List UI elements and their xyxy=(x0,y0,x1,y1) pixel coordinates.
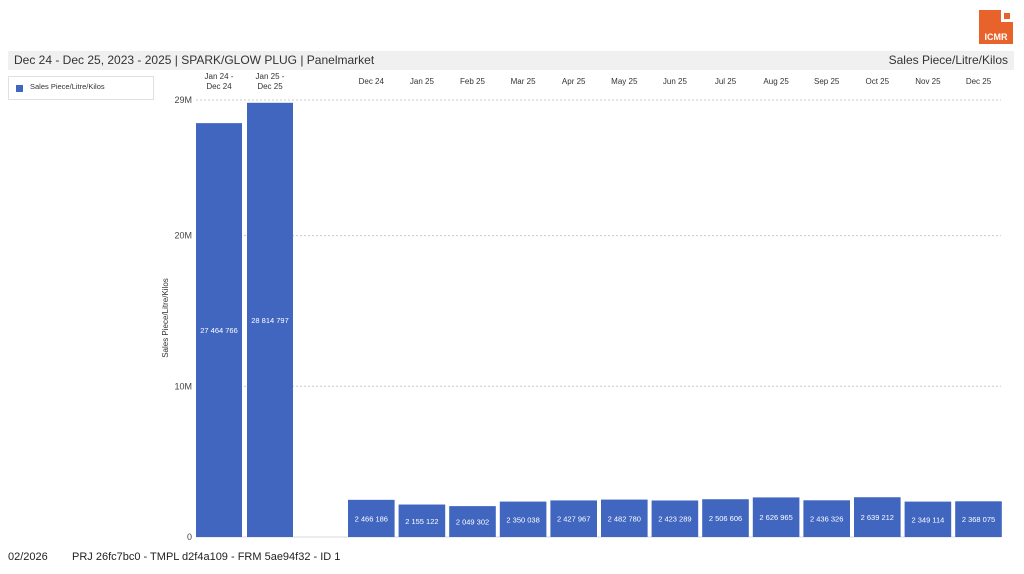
bar xyxy=(702,499,749,537)
logo-text: ICMR xyxy=(984,32,1008,42)
x-tick-label: Jan 24 -Dec 24 xyxy=(205,72,234,91)
bar-value-label: 2 639 212 xyxy=(861,513,894,522)
x-tick-label: Nov 25 xyxy=(915,77,941,86)
legend-swatch xyxy=(16,85,23,92)
bar-value-label: 2 368 075 xyxy=(962,515,995,524)
bar xyxy=(449,506,496,537)
x-tick-label: Jan 25 -Dec 25 xyxy=(256,72,285,91)
legend-label: Sales Piece/Litre/Kilos xyxy=(30,82,105,91)
bar-value-label: 2 436 326 xyxy=(810,515,843,524)
logo-notch-inner xyxy=(1004,13,1010,19)
x-tick-label: Aug 25 xyxy=(763,77,789,86)
y-tick-label: 20M xyxy=(174,231,192,241)
x-tick-label: Jul 25 xyxy=(715,77,737,86)
y-axis-title: Sales Piece/Litre/Kilos xyxy=(161,278,170,358)
icmr-logo: ICMR xyxy=(979,10,1013,44)
bar xyxy=(348,499,395,537)
bar-value-label: 2 350 038 xyxy=(506,515,539,524)
x-tick-label: May 25 xyxy=(611,77,638,86)
report-title: Dec 24 - Dec 25, 2023 - 2025 | SPARK/GLO… xyxy=(14,53,375,67)
bar-value-label: 28 814 797 xyxy=(251,316,289,325)
x-tick-label: Oct 25 xyxy=(866,77,890,86)
bar xyxy=(247,102,293,537)
measure-label: Sales Piece/Litre/Kilos xyxy=(888,53,1008,67)
bar xyxy=(550,500,597,537)
x-tick-label: Jan 25 xyxy=(410,77,435,86)
footer-ids: PRJ 26fc7bc0 - TMPL d2f4a109 - FRM 5ae94… xyxy=(72,551,341,563)
bar xyxy=(499,501,547,537)
bar xyxy=(601,499,648,537)
x-tick-label: Mar 25 xyxy=(511,77,536,86)
bar-value-label: 27 464 766 xyxy=(200,326,238,335)
y-tick-label: 0 xyxy=(187,532,192,542)
y-tick-label: 10M xyxy=(174,381,192,391)
bar xyxy=(651,500,699,537)
x-tick-label: Jun 25 xyxy=(663,77,688,86)
x-tick-label: Apr 25 xyxy=(562,77,586,86)
bar-value-label: 2 626 965 xyxy=(759,513,792,522)
bar-value-label: 2 349 114 xyxy=(911,515,944,524)
x-tick-label: Dec 24 xyxy=(359,77,385,86)
bar-value-label: 2 155 122 xyxy=(405,517,438,526)
bar-value-label: 2 049 302 xyxy=(456,518,489,527)
bar xyxy=(955,501,1002,537)
bar-value-label: 2 423 289 xyxy=(658,515,691,524)
bar xyxy=(398,504,446,537)
bar xyxy=(904,501,952,537)
bar-value-label: 2 427 967 xyxy=(557,515,590,524)
footer-date: 02/2026 xyxy=(8,551,48,563)
x-tick-label: Feb 25 xyxy=(460,77,485,86)
x-tick-label: Dec 25 xyxy=(966,77,992,86)
bar xyxy=(854,497,901,537)
bar xyxy=(196,123,242,537)
x-tick-label: Sep 25 xyxy=(814,77,840,86)
chart-legend: Sales Piece/Litre/Kilos xyxy=(8,76,154,100)
bar-value-label: 2 466 186 xyxy=(355,514,388,523)
bar xyxy=(803,500,850,537)
y-tick-label: 29M xyxy=(174,95,192,105)
report-header: Dec 24 - Dec 25, 2023 - 2025 | SPARK/GLO… xyxy=(8,51,1014,70)
bar-value-label: 2 482 780 xyxy=(608,514,641,523)
bar-value-label: 2 506 606 xyxy=(709,514,742,523)
bar xyxy=(752,497,800,537)
